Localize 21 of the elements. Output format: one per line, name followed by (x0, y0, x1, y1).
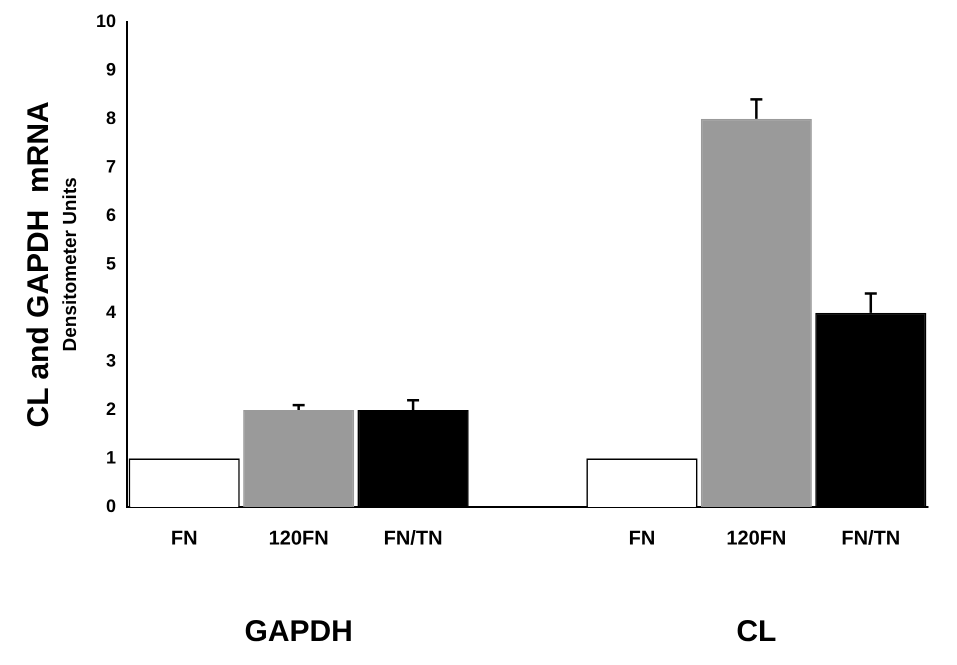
text: Densitometer Units (60, 177, 81, 352)
x-tick-label: FN (628, 528, 656, 550)
y-tick-label: 6 (106, 204, 116, 225)
x-tick-label: FN (170, 528, 198, 550)
x-tick-label: 120FN (726, 528, 786, 550)
text: GAPDH (244, 615, 353, 648)
y-tick-label: 9 (106, 59, 116, 80)
y-tick-label: 7 (106, 156, 116, 176)
text: CL (736, 615, 776, 648)
y-tick-label: 2 (106, 398, 116, 419)
y-axis-title: CL and GAPDH mRNA (22, 101, 55, 428)
x-tick-label: FN/TN (384, 528, 443, 550)
x-tick-label: FN/TN (841, 528, 900, 550)
y-tick-label: 0 (106, 496, 116, 516)
y-tick-label: 4 (106, 302, 116, 322)
y-tick-label: 3 (106, 350, 116, 370)
y-tick-label: 5 (106, 253, 116, 274)
y-tick-label: 1 (106, 447, 116, 468)
x-tick-label: 120FN (268, 528, 329, 550)
y-tick-label: 10 (96, 10, 116, 31)
y-tick-label: 8 (106, 108, 116, 128)
